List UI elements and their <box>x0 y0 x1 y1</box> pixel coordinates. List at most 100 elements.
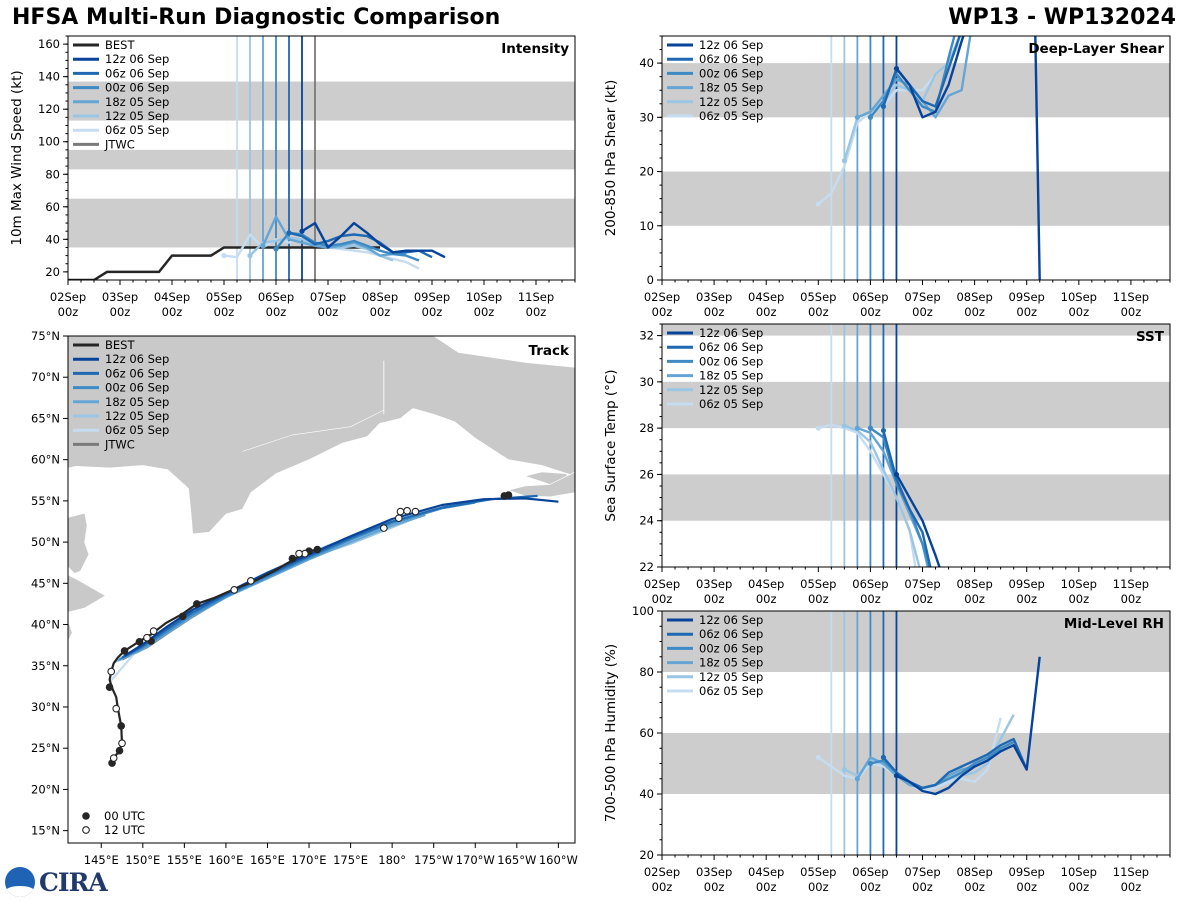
sst-band-1 <box>662 381 1170 429</box>
legend-label-shear-5: 06z 05 Sep <box>699 109 763 123</box>
rh-xtick-label-4: 06Sep <box>852 865 888 879</box>
sst-panel: 22242628303202Sep00z03Sep00z04Sep00z05Se… <box>603 323 1171 606</box>
rh-band-1 <box>662 611 1170 672</box>
sst-xtick-sub-6: 00z <box>964 592 985 606</box>
legend-label-intensity-5: 12z 05 Sep <box>105 109 169 123</box>
legend-label-track-2: 06z 06 Sep <box>105 366 169 380</box>
sst-ytick-label-0: 22 <box>639 560 654 574</box>
intensity-panel: 2040608010012014016002Sep00z03Sep00z04Se… <box>9 35 576 319</box>
track-point-12utc-7 <box>247 576 255 585</box>
track-series-5 <box>108 520 401 683</box>
sst-xtick-sub-5: 00z <box>912 592 933 606</box>
rh-xtick-sub-2: 00z <box>756 880 777 894</box>
intensity-xtick-sub-7: 00z <box>422 305 443 319</box>
rh-init-marker-0 <box>893 773 900 779</box>
legend-label-track-5: 12z 05 Sep <box>105 409 169 423</box>
shear-xtick-sub-7: 00z <box>1016 305 1037 319</box>
sst-xtick-label-6: 08Sep <box>956 577 992 591</box>
track-point-00utc-11 <box>313 545 322 554</box>
sst-series-1 <box>882 430 932 567</box>
rh-xtick-sub-8: 00z <box>1068 880 1089 894</box>
shear-ytick-label-0: 0 <box>647 273 654 287</box>
sst-series-0 <box>895 473 941 567</box>
intensity-xtick-sub-9: 00z <box>526 305 547 319</box>
land-mass-3 <box>68 620 73 642</box>
sst-xtick-label-9: 11Sep <box>1113 577 1149 591</box>
legend-label-track-7: JTWC <box>104 437 135 451</box>
shear-ytick-label-4: 40 <box>639 56 654 70</box>
track-point-12utc-4 <box>143 633 151 642</box>
rh-xtick-sub-4: 00z <box>860 880 881 894</box>
track-point-00utc-13 <box>504 491 513 499</box>
track-series-0 <box>123 497 559 657</box>
intensity-xtick-sub-0: 00z <box>58 305 79 319</box>
rh-xtick-label-2: 04Sep <box>748 865 784 879</box>
track-lon-label-9: 170°W <box>456 853 495 867</box>
shear-xtick-sub-8: 00z <box>1068 305 1089 319</box>
rh-xtick-sub-5: 00z <box>912 880 933 894</box>
shear-panel: 01020304002Sep00z03Sep00z04Sep00z05Sep00… <box>603 35 1171 319</box>
rh-ytick-label-1: 40 <box>639 787 654 801</box>
legend-label-intensity-7: JTWC <box>104 137 135 151</box>
rh-init-marker-5 <box>815 754 821 761</box>
legend-label-rh-5: 06z 05 Sep <box>699 684 763 698</box>
cira-logo: CIRA <box>5 866 108 898</box>
rh-xtick-label-6: 08Sep <box>956 865 992 879</box>
shear-xtick-label-3: 05Sep <box>800 290 836 304</box>
intensity-ytick-label-1: 40 <box>45 232 60 246</box>
sst-init-marker-0 <box>893 471 900 478</box>
intensity-ytick-label-4: 100 <box>38 135 60 149</box>
legend-label-rh-2: 00z 06 Sep <box>699 641 763 655</box>
intensity-xtick-sub-3: 00z <box>214 305 235 319</box>
legend-label-shear-2: 00z 06 Sep <box>699 66 763 80</box>
sst-band-2 <box>662 324 1170 336</box>
track-lat-label-9: 60°N <box>31 453 60 467</box>
track-lat-label-4: 35°N <box>31 659 60 673</box>
intensity-xtick-label-4: 06Sep <box>258 290 294 304</box>
sst-xtick-label-0: 02Sep <box>644 577 680 591</box>
marker-legend-12utc-symbol <box>82 826 90 834</box>
intensity-xtick-label-7: 09Sep <box>414 290 450 304</box>
track-lon-label-3: 160°E <box>208 853 243 867</box>
page-title: HFSA Multi-Run Diagnostic Comparison <box>12 5 501 30</box>
track-lat-label-11: 70°N <box>31 370 60 384</box>
intensity-xtick-sub-8: 00z <box>474 305 495 319</box>
rh-xtick-label-8: 10Sep <box>1061 865 1097 879</box>
sst-xtick-label-7: 09Sep <box>1009 577 1045 591</box>
track-series-3 <box>117 513 426 662</box>
shear-xtick-sub-5: 00z <box>912 305 933 319</box>
sst-ytick-label-4: 30 <box>639 375 654 389</box>
track-point-12utc-9 <box>379 524 388 532</box>
shear-init-marker-2 <box>867 114 874 120</box>
legend-label-shear-4: 12z 05 Sep <box>699 95 763 109</box>
intensity-best-line <box>68 246 380 280</box>
shear-series-0 <box>895 36 1041 280</box>
sst-band-0 <box>662 474 1170 521</box>
region-border <box>242 409 384 452</box>
track-series-2 <box>119 501 476 661</box>
shear-xtick-sub-3: 00z <box>808 305 829 319</box>
sst-xtick-label-2: 04Sep <box>748 577 784 591</box>
track-title: Track <box>529 343 570 359</box>
track-point-12utc-13 <box>411 507 420 516</box>
intensity-init-marker-0 <box>299 228 305 234</box>
track-lat-label-1: 20°N <box>31 782 60 796</box>
track-point-12utc-5 <box>149 627 158 635</box>
intensity-band-0 <box>68 198 575 248</box>
track-point-00utc-9 <box>288 554 297 563</box>
shear-xtick-sub-9: 00z <box>1121 305 1142 319</box>
legend-label-intensity-6: 06z 05 Sep <box>105 123 169 137</box>
shear-title: Deep-Layer Shear <box>1028 41 1164 57</box>
track-point-00utc-5 <box>135 638 144 646</box>
land-mass-5 <box>507 471 575 498</box>
track-lon-label-6: 175°E <box>333 853 368 867</box>
legend-label-sst-0: 12z 06 Sep <box>699 326 763 340</box>
track-best-line <box>108 548 318 764</box>
intensity-ytick-label-5: 120 <box>38 102 60 116</box>
intensity-xtick-label-3: 05Sep <box>206 290 242 304</box>
track-point-12utc-0 <box>109 754 118 762</box>
track-point-12utc-14 <box>295 549 303 558</box>
intensity-init-marker-3 <box>260 243 266 249</box>
rh-panel: 2040608010002Sep00z03Sep00z04Sep00z05Sep… <box>603 604 1171 894</box>
track-lat-label-6: 45°N <box>31 576 60 590</box>
